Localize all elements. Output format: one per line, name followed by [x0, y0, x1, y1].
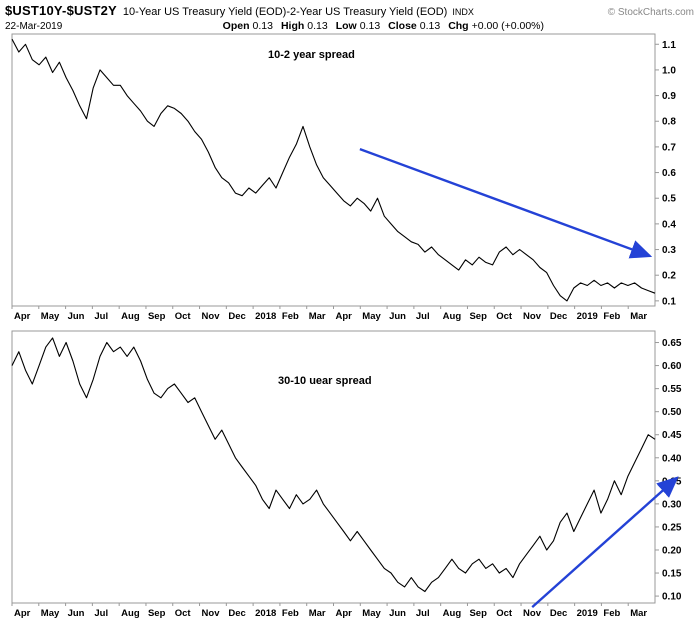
x-tick-label: Nov [202, 608, 221, 619]
x-tick-label: Nov [523, 608, 542, 619]
x-tick-label: Mar [630, 608, 647, 619]
trend-arrow [359, 147, 653, 259]
quote-low: Low 0.13 [335, 20, 381, 32]
x-tick-label: Dec [550, 608, 567, 619]
x-tick-label: May [41, 608, 60, 619]
y-tick-label: 0.2 [662, 271, 676, 282]
x-tick-label: Oct [496, 608, 513, 619]
quote-open: Open 0.13 [222, 20, 273, 32]
x-tick-label: Aug [121, 311, 140, 322]
x-tick-label: 2018 [255, 311, 276, 322]
y-tick-label: 0.9 [662, 91, 676, 102]
x-tick-label: Mar [309, 608, 326, 619]
x-tick-label: Jun [68, 608, 85, 619]
y-tick-label: 0.20 [662, 545, 682, 556]
x-tick-label: Oct [496, 311, 513, 322]
panel-title: 30-10 uear spread [278, 375, 372, 387]
quote-high: High 0.13 [280, 20, 328, 32]
quote-change: Chg +0.00 (+0.00%) [448, 20, 544, 32]
x-tick-label: Jul [94, 311, 108, 322]
x-tick-label: Nov [523, 311, 542, 322]
y-tick-label: 0.10 [662, 592, 682, 603]
copyright: © StockCharts.com [607, 7, 694, 18]
x-tick-label: 2019 [577, 311, 598, 322]
y-tick-label: 0.50 [662, 407, 682, 418]
quote-row: Open 0.13 High 0.13 Low 0.13 Close 0.13 Chg +… [223, 20, 544, 32]
x-tick-label: Oct [175, 311, 192, 322]
y-tick-label: 0.60 [662, 361, 682, 372]
x-tick-label: Oct [175, 608, 192, 619]
quote-close: Close 0.13 [388, 20, 441, 32]
x-tick-label: Jul [94, 608, 108, 619]
x-tick-label: Mar [630, 311, 647, 322]
x-tick-label: Sep [148, 608, 166, 619]
x-tick-label: Jun [389, 311, 406, 322]
x-tick-label: 2018 [255, 608, 276, 619]
x-tick-label: Jun [68, 311, 85, 322]
y-tick-label: 0.4 [662, 219, 676, 230]
x-tick-label: Dec [228, 311, 245, 322]
exchange-label: INDX [452, 7, 474, 17]
panel-30-10-year-spread: 0.650.600.550.500.450.400.350.300.250.20… [11, 330, 682, 619]
x-tick-label: Aug [121, 608, 140, 619]
y-tick-label: 1.0 [662, 65, 676, 76]
x-tick-label: 2019 [577, 608, 598, 619]
panel-title: 10-2 year spread [268, 49, 355, 61]
x-tick-label: Apr [336, 608, 353, 619]
x-tick-label: Sep [148, 311, 166, 322]
x-tick-label: Jul [416, 311, 430, 322]
chart-date: 22-Mar-2019 [5, 21, 63, 32]
y-tick-label: 0.30 [662, 499, 682, 510]
symbol-description: 10-Year US Treasury Yield (EOD)-2-Year U… [122, 6, 448, 18]
y-tick-label: 0.7 [662, 142, 676, 153]
x-tick-label: Nov [202, 311, 221, 322]
x-tick-label: May [362, 608, 381, 619]
x-tick-label: Sep [469, 608, 487, 619]
y-tick-label: 0.3 [662, 245, 676, 256]
y-tick-label: 0.65 [662, 338, 682, 349]
y-tick-label: 0.15 [662, 569, 682, 580]
y-tick-label: 0.45 [662, 430, 682, 441]
x-tick-label: Mar [309, 311, 326, 322]
x-tick-label: Feb [282, 311, 299, 322]
x-tick-label: Jul [416, 608, 430, 619]
y-tick-label: 0.1 [662, 296, 676, 307]
trend-arrow [531, 476, 679, 608]
plot-border [11, 33, 656, 307]
x-tick-label: Feb [603, 608, 620, 619]
x-tick-label: Dec [550, 311, 567, 322]
x-tick-label: May [362, 311, 381, 322]
y-tick-label: 0.55 [662, 384, 682, 395]
y-tick-label: 0.5 [662, 194, 676, 205]
spread-line [11, 38, 656, 302]
spread-line [11, 337, 656, 593]
x-tick-label: Apr [14, 311, 31, 322]
chart-header: $UST10Y-$UST2Y 10-Year US Treasury Yield… [0, 0, 700, 32]
x-tick-label: Apr [14, 608, 31, 619]
x-tick-label: Sep [469, 311, 487, 322]
panel-10-2-year-spread: 1.1 1.0 0.9 0.8 0.7 0.6 0.5 0.4 0.3 0.2 0.1 Apr May J… [11, 33, 676, 322]
x-tick-label: Aug [443, 311, 462, 322]
y-tick-label: 0.25 [662, 522, 682, 533]
y-tick-label: 0.40 [662, 453, 682, 464]
x-tick-label: Feb [282, 608, 299, 619]
x-tick-label: Aug [443, 608, 462, 619]
x-tick-label: Jun [389, 608, 406, 619]
plot-border [11, 330, 656, 604]
x-tick-label: Apr [336, 311, 353, 322]
x-tick-label: May [41, 311, 60, 322]
y-tick-label: 1.1 [662, 40, 676, 51]
x-tick-label: Dec [228, 608, 245, 619]
symbol: $UST10Y-$UST2Y [5, 3, 117, 18]
y-tick-label: 0.6 [662, 168, 676, 179]
x-tick-label: Feb [603, 311, 620, 322]
y-tick-label: 0.8 [662, 117, 676, 128]
